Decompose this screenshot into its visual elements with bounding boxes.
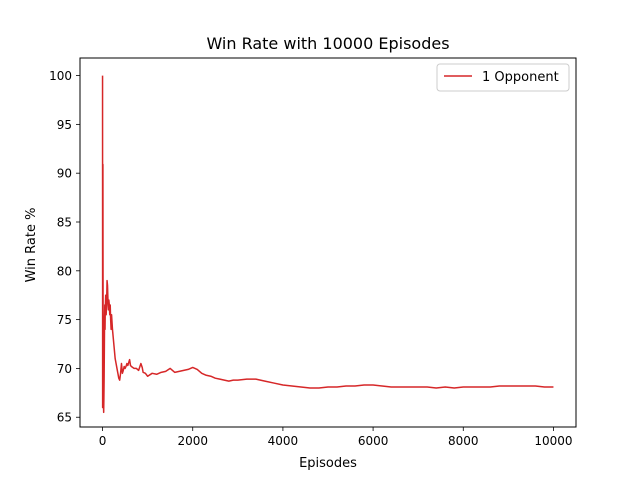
x-tick-label: 4000 bbox=[268, 434, 299, 448]
y-tick-label: 90 bbox=[57, 167, 72, 181]
legend: 1 Opponent bbox=[436, 63, 570, 92]
series-line-1-opponent bbox=[101, 75, 554, 414]
x-tick-label: 10000 bbox=[534, 434, 572, 448]
y-tick-label: 65 bbox=[57, 411, 72, 425]
legend-box bbox=[436, 63, 570, 92]
y-axis-label: Win Rate % bbox=[24, 208, 39, 283]
y-tick-label: 100 bbox=[49, 69, 72, 83]
y-tick-label: 75 bbox=[57, 313, 72, 327]
y-axis-ticks: 65 70 75 80 85 90 95 100 bbox=[49, 69, 80, 425]
x-axis-label: Episodes bbox=[299, 456, 357, 471]
y-tick-label: 70 bbox=[57, 362, 72, 376]
x-tick-label: 2000 bbox=[177, 434, 208, 448]
y-tick-label: 80 bbox=[57, 264, 72, 278]
x-tick-label: 8000 bbox=[448, 434, 479, 448]
chart-title: Win Rate with 10000 Episodes bbox=[206, 34, 449, 53]
axes-frame bbox=[79, 57, 577, 428]
y-tick-label: 85 bbox=[57, 216, 72, 230]
legend-label-1-opponent: 1 Opponent bbox=[482, 70, 559, 85]
y-tick-label: 95 bbox=[57, 118, 72, 132]
x-tick-label: 0 bbox=[99, 434, 107, 448]
x-tick-label: 6000 bbox=[358, 434, 389, 448]
plot-area bbox=[79, 57, 577, 428]
x-axis-ticks: 0 2000 4000 6000 8000 10000 bbox=[99, 427, 573, 448]
